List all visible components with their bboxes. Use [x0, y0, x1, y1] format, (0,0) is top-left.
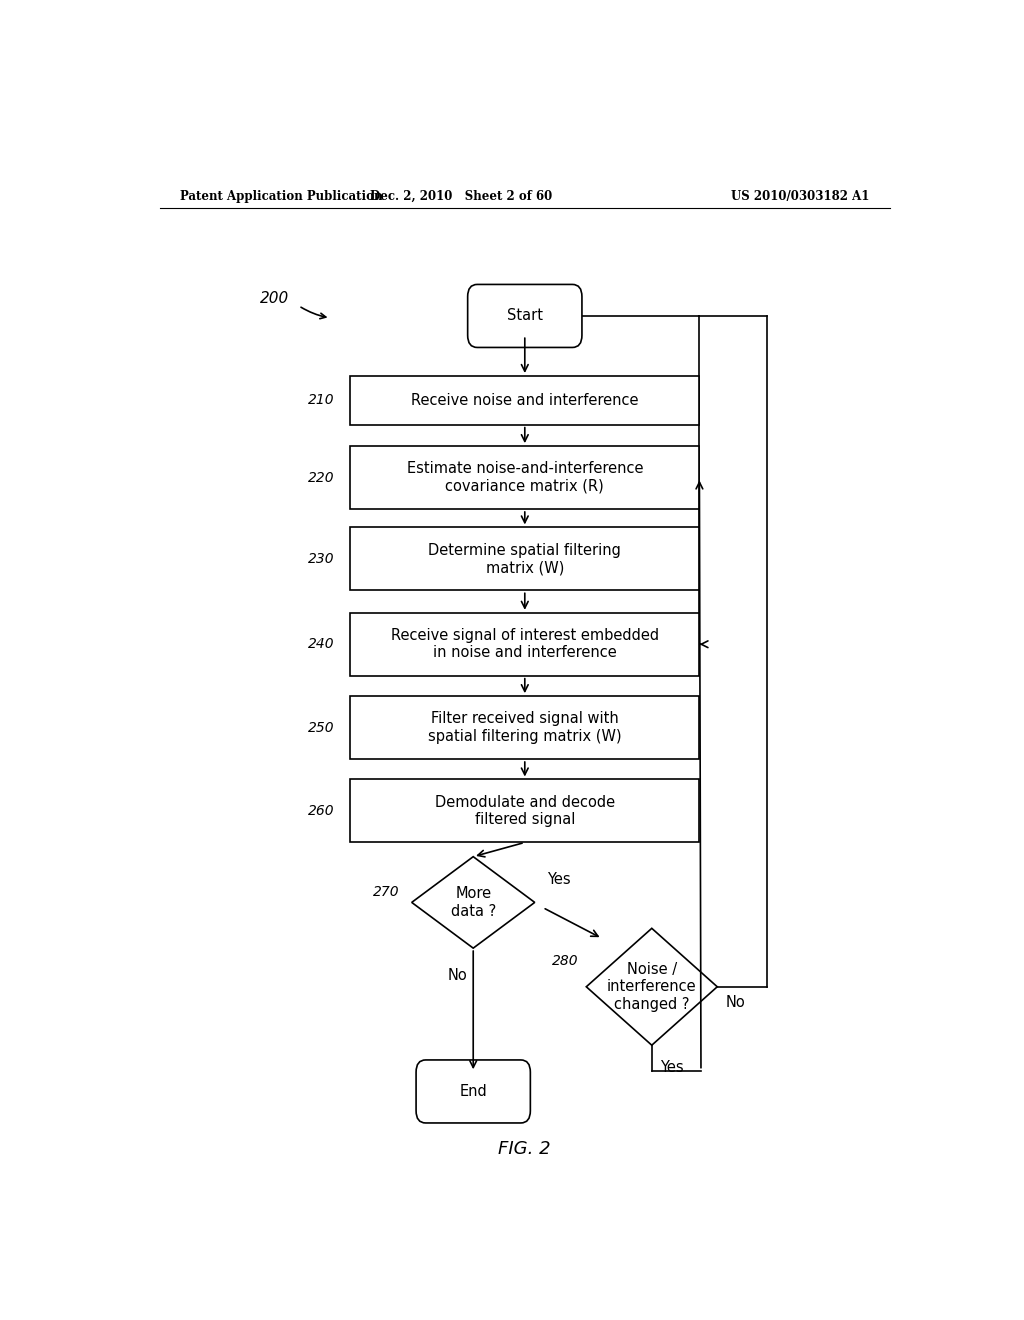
Bar — [350, 779, 699, 842]
Text: Start: Start — [507, 309, 543, 323]
Text: 220: 220 — [307, 470, 334, 484]
FancyBboxPatch shape — [416, 1060, 530, 1123]
Bar — [350, 528, 699, 590]
Text: Receive signal of interest embedded
in noise and interference: Receive signal of interest embedded in n… — [391, 628, 658, 660]
Text: Determine spatial filtering
matrix (W): Determine spatial filtering matrix (W) — [428, 543, 622, 576]
Text: Demodulate and decode
filtered signal: Demodulate and decode filtered signal — [435, 795, 614, 828]
Text: Yes: Yes — [659, 1060, 683, 1076]
Text: Estimate noise-and-interference
covariance matrix (R): Estimate noise-and-interference covarian… — [407, 462, 643, 494]
Polygon shape — [412, 857, 535, 948]
Text: No: No — [725, 994, 744, 1010]
Text: Yes: Yes — [547, 873, 570, 887]
FancyBboxPatch shape — [468, 284, 582, 347]
Bar — [350, 376, 699, 425]
Text: 230: 230 — [307, 552, 334, 566]
Text: 280: 280 — [552, 954, 579, 969]
Text: End: End — [460, 1084, 487, 1100]
Text: 250: 250 — [307, 721, 334, 735]
Text: Noise /
interference
changed ?: Noise / interference changed ? — [607, 962, 696, 1011]
Bar — [350, 696, 699, 759]
Bar — [350, 612, 699, 676]
Text: Filter received signal with
spatial filtering matrix (W): Filter received signal with spatial filt… — [428, 711, 622, 743]
Text: More
data ?: More data ? — [451, 886, 496, 919]
Text: FIG. 2: FIG. 2 — [499, 1140, 551, 1159]
Bar — [350, 446, 699, 510]
Text: Patent Application Publication: Patent Application Publication — [179, 190, 382, 202]
Text: 210: 210 — [307, 393, 334, 408]
Text: 260: 260 — [307, 804, 334, 818]
Text: 270: 270 — [373, 886, 399, 899]
Text: 200: 200 — [260, 292, 290, 306]
Text: Receive noise and interference: Receive noise and interference — [411, 393, 639, 408]
Text: No: No — [447, 969, 467, 983]
Text: 240: 240 — [307, 638, 334, 651]
Text: Dec. 2, 2010   Sheet 2 of 60: Dec. 2, 2010 Sheet 2 of 60 — [371, 190, 552, 202]
Text: US 2010/0303182 A1: US 2010/0303182 A1 — [731, 190, 869, 202]
Polygon shape — [587, 928, 717, 1045]
